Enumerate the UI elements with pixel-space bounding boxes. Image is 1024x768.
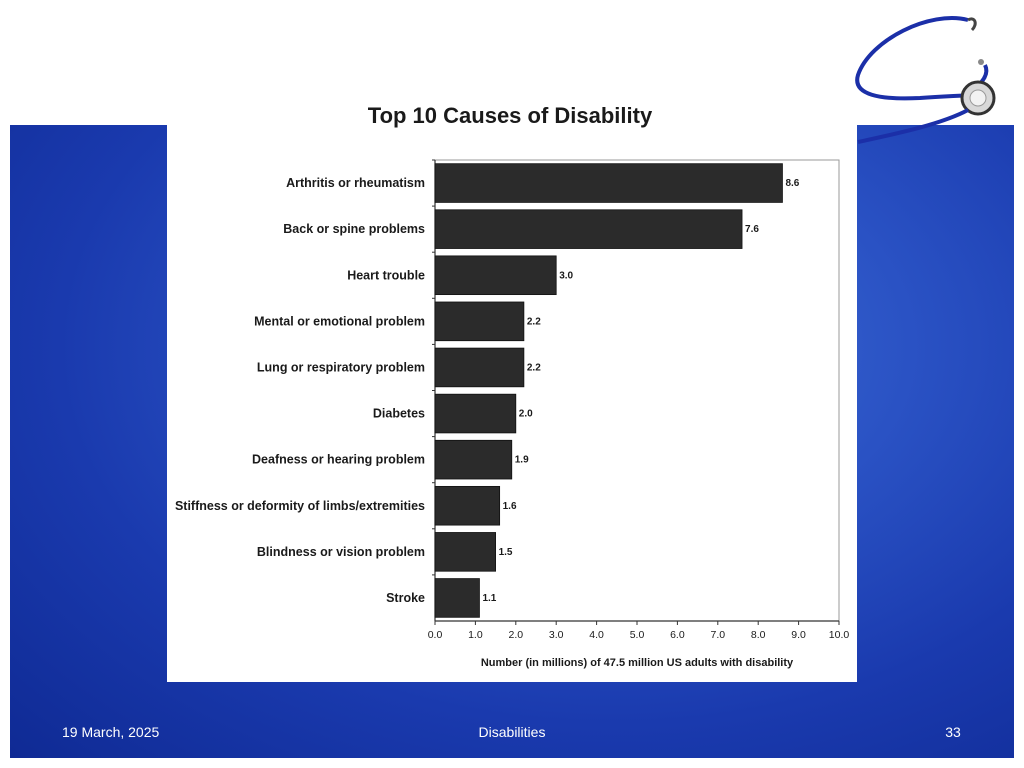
bar-chart: Top 10 Causes of Disability Arthritis or… [175,103,850,669]
category-label: Stroke [386,591,425,605]
category-label: Diabetes [373,407,425,421]
x-tick-label: 10.0 [829,629,850,641]
bar [434,532,496,572]
x-tick-label: 4.0 [589,629,604,641]
x-tick-label: 9.0 [791,629,806,641]
bar [434,393,517,434]
data-label: 1.1 [482,593,496,604]
data-label: 1.5 [499,547,513,558]
footer-date: 19 March, 2025 [62,724,160,740]
footer-page-number: 33 [945,724,961,740]
bar [434,578,480,618]
bar [434,255,557,296]
bar [434,439,513,480]
category-label: Blindness or vision problem [257,545,425,559]
x-tick-label: 1.0 [468,629,483,641]
x-tick-label: 2.0 [508,629,523,641]
category-label: Deafness or hearing problem [252,453,425,467]
data-label: 1.9 [515,455,529,466]
data-label: 8.6 [785,178,799,189]
chart-title: Top 10 Causes of Disability [368,103,653,128]
x-tick-label: 0.0 [428,629,443,641]
category-label: Mental or emotional problem [254,314,425,328]
category-label: Arthritis or rheumatism [286,176,425,190]
x-tick-label: 6.0 [670,629,685,641]
bar [434,209,743,249]
bar [434,485,501,526]
category-label: Lung or respiratory problem [257,360,425,374]
bar [434,163,783,203]
stethoscope-icon [855,16,996,144]
bar [434,347,525,388]
x-tick-label: 3.0 [549,629,564,641]
category-label: Heart trouble [347,268,425,282]
data-label: 7.6 [745,224,759,235]
data-label: 2.0 [519,409,533,420]
footer-title: Disabilities [478,724,546,740]
data-label: 1.6 [503,501,517,512]
data-label: 3.0 [559,270,573,281]
data-label: 2.2 [527,362,541,373]
x-tick-label: 5.0 [630,629,645,641]
data-label: 2.2 [527,316,541,327]
x-tick-label: 7.0 [710,629,725,641]
chart-panel: Top 10 Causes of Disability Arthritis or… [167,88,857,682]
x-axis-label: Number (in millions) of 47.5 million US … [481,657,794,669]
category-label: Stiffness or deformity of limbs/extremit… [175,499,425,513]
x-tick-label: 8.0 [751,629,766,641]
bar [434,301,525,342]
category-label: Back or spine problems [283,222,425,236]
